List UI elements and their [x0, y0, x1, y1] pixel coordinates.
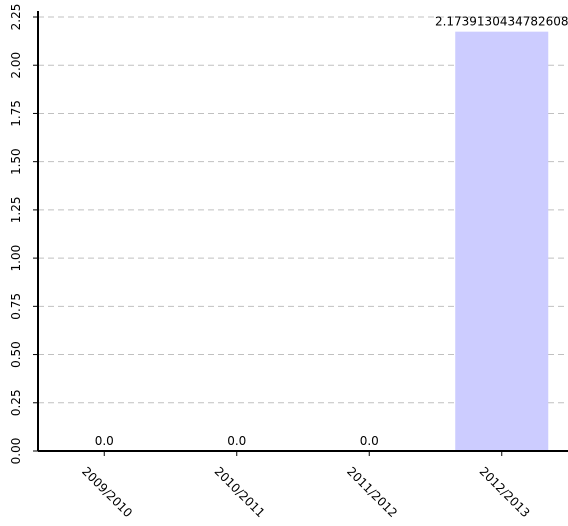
data-label: 0.0: [360, 434, 379, 448]
category-label: 2009/2010: [79, 464, 135, 520]
data-label: 2.1739130434782608: [435, 15, 568, 29]
bars: [455, 31, 549, 451]
axes: [33, 11, 568, 456]
category-label: 2012/2013: [477, 464, 533, 520]
y-tick-label: 1.50: [9, 148, 23, 175]
y-tick-label: 0.50: [9, 341, 23, 368]
data-label: 0.0: [227, 434, 246, 448]
y-tick-label: 1.25: [9, 197, 23, 224]
y-tick-label: 2.00: [9, 52, 23, 79]
y-tick-label: 1.00: [9, 245, 23, 272]
y-tick-label: 2.25: [9, 4, 23, 31]
y-tick-label: 1.75: [9, 100, 23, 127]
category-label: 2010/2011: [212, 464, 268, 520]
bar: [455, 31, 549, 451]
y-tick-label: 0.75: [9, 293, 23, 320]
y-tick-label: 0.25: [9, 389, 23, 416]
data-label: 0.0: [95, 434, 114, 448]
category-label: 2011/2012: [344, 464, 400, 520]
y-tick-label: 0.00: [9, 438, 23, 465]
